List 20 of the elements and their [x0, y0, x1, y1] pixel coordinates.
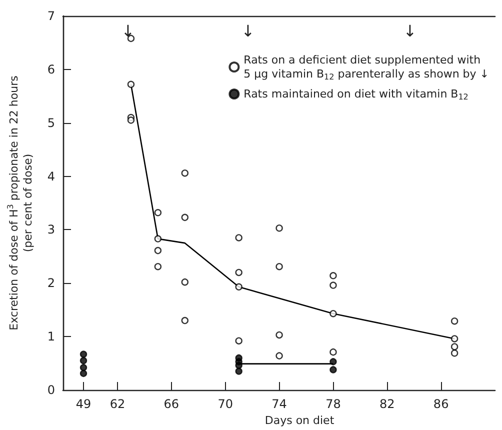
- annotation: ↓: [241, 22, 255, 40]
- x-tick-label: 49: [76, 397, 92, 411]
- y-tick-label: 0: [47, 383, 55, 397]
- x-axis-title: Days on diet: [264, 414, 335, 427]
- annotation: ↓: [403, 22, 417, 40]
- y-tick-label: 1: [47, 330, 55, 344]
- x-tick-label: 82: [379, 397, 395, 411]
- y-tick-label: 2: [47, 276, 55, 290]
- y-tick-label: 4: [47, 169, 55, 184]
- y-tick-label: 7: [47, 9, 55, 23]
- x-tick-label: 66: [164, 397, 180, 411]
- y-tick-label: 3: [47, 222, 55, 237]
- x-tick-label: 74: [272, 397, 287, 411]
- x-tick-label: 70: [218, 397, 233, 411]
- x-tick-label: 78: [326, 397, 341, 411]
- annotation: ↓: [121, 22, 135, 40]
- y-tick-label: 6: [47, 62, 55, 76]
- y-tick-label: 5: [47, 116, 55, 130]
- x-tick-label: 62: [110, 397, 126, 411]
- x-tick-label: 86: [433, 397, 449, 411]
